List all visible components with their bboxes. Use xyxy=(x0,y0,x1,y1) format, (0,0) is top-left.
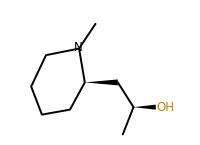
Polygon shape xyxy=(84,79,117,85)
Polygon shape xyxy=(133,105,155,110)
Text: N: N xyxy=(73,41,82,54)
Text: OH: OH xyxy=(156,101,174,114)
